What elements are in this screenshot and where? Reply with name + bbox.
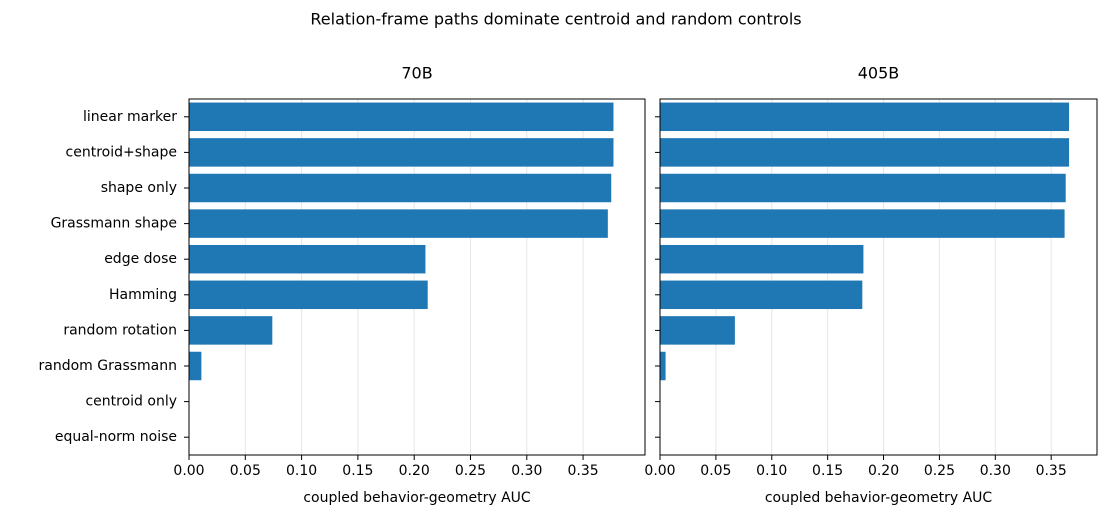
x-axis-label: coupled behavior-geometry AUC xyxy=(303,490,531,506)
x-tick-label: 0.10 xyxy=(286,463,317,479)
axes-frame xyxy=(659,98,1098,456)
panel-title: 405B xyxy=(858,64,900,83)
x-tick-label: 0.05 xyxy=(230,463,261,479)
bar xyxy=(189,138,614,167)
bar xyxy=(189,351,202,381)
bar xyxy=(189,173,612,203)
x-tick-label: 0.35 xyxy=(1036,463,1067,479)
x-tick-label: 0.05 xyxy=(700,463,731,479)
x-tick-label: 0.10 xyxy=(756,463,787,479)
x-tick-label: 0.25 xyxy=(455,463,486,479)
bar xyxy=(660,351,666,381)
bar xyxy=(660,244,864,274)
y-tick-label: linear marker xyxy=(83,109,177,125)
bar xyxy=(189,102,614,132)
chart-title: Relation-frame paths dominate centroid a… xyxy=(310,10,801,29)
y-tick-label: shape only xyxy=(101,180,177,196)
y-tick-label: random Grassmann xyxy=(39,358,177,374)
bar xyxy=(189,280,428,310)
bar xyxy=(189,316,273,345)
bar xyxy=(660,102,1070,132)
y-tick-label: edge dose xyxy=(104,251,177,267)
x-tick-label: 0.00 xyxy=(173,463,204,479)
axes-frame xyxy=(188,98,646,456)
x-tick-label: 0.35 xyxy=(567,463,598,479)
y-tick-label: Grassmann shape xyxy=(51,216,177,232)
y-tick-label: equal-norm noise xyxy=(55,429,177,445)
bar xyxy=(660,316,735,345)
x-tick-label: 0.20 xyxy=(868,463,899,479)
x-tick-label: 0.30 xyxy=(980,463,1011,479)
y-tick-label: centroid only xyxy=(85,394,177,410)
panel-title: 70B xyxy=(401,64,432,83)
x-tick-label: 0.25 xyxy=(924,463,955,479)
x-tick-label: 0.15 xyxy=(812,463,843,479)
x-tick-label: 0.00 xyxy=(644,463,675,479)
bar xyxy=(189,244,426,274)
bar xyxy=(189,209,608,238)
y-tick-label: centroid+shape xyxy=(66,144,177,160)
bar xyxy=(660,173,1066,203)
x-tick-label: 0.30 xyxy=(511,463,542,479)
y-tick-label: random rotation xyxy=(63,322,177,338)
bar xyxy=(660,138,1070,167)
bar xyxy=(660,209,1065,238)
x-tick-label: 0.15 xyxy=(342,463,373,479)
bar xyxy=(660,280,863,310)
x-axis-label: coupled behavior-geometry AUC xyxy=(765,490,993,506)
y-tick-label: Hamming xyxy=(109,287,177,303)
x-tick-label: 0.20 xyxy=(399,463,430,479)
